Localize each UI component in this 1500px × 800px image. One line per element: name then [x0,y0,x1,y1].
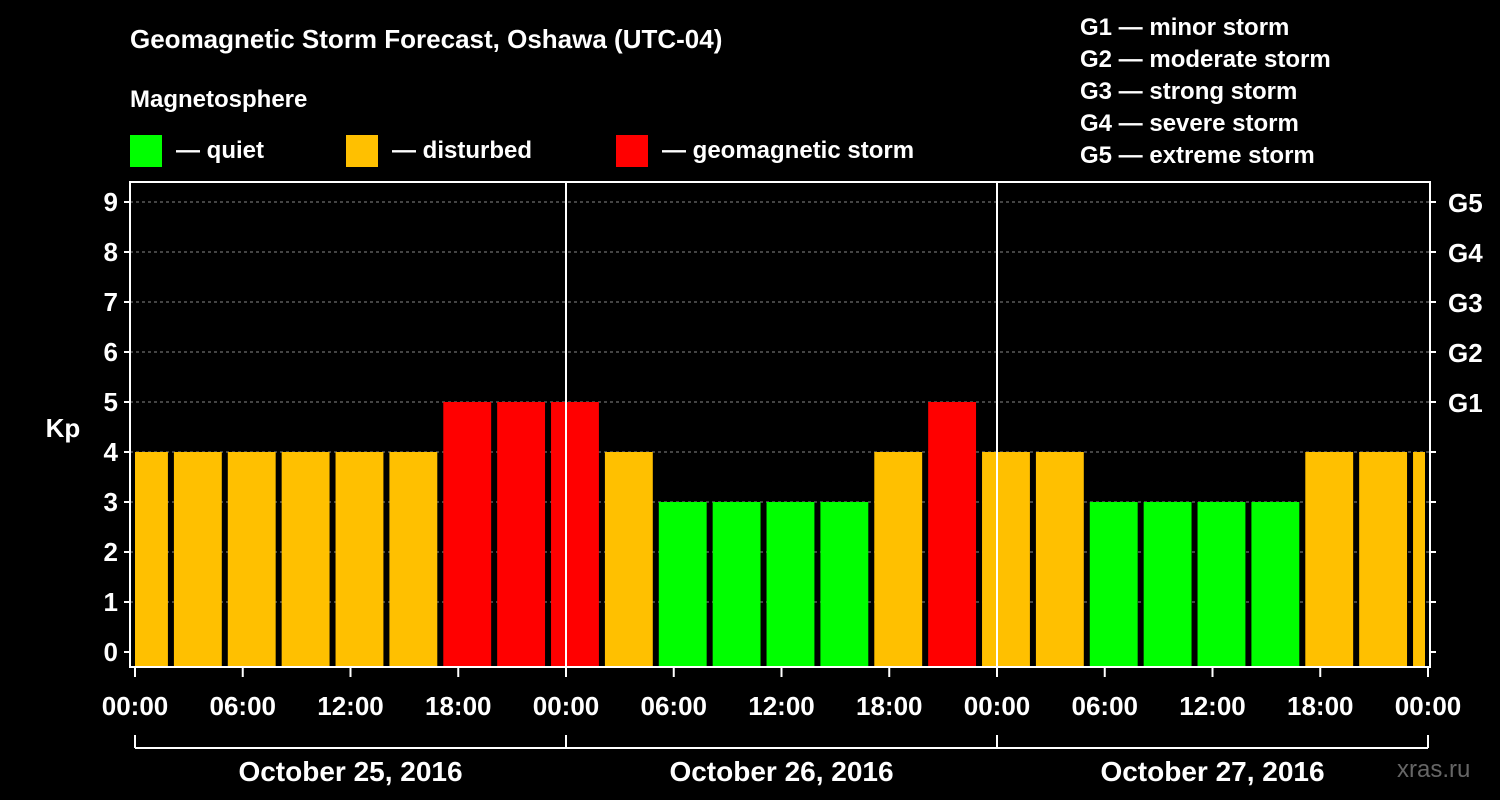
legend-item-storm: — geomagnetic storm [616,134,914,168]
y-tick-label: 8 [104,237,118,267]
kp-bar-3 [281,452,330,667]
kp-bar-1 [173,452,222,667]
x-tick-label: 00:00 [102,691,169,721]
x-tick-label: 00:00 [1395,691,1462,721]
x-tick-label: 12:00 [748,691,815,721]
kp-bar-17 [1035,452,1084,667]
kp-bar-7 [497,402,546,667]
legend-swatch-quiet [130,135,162,167]
y-tick-label: 1 [104,587,118,617]
kp-bar-11 [712,502,761,667]
y-tick-label: 7 [104,287,118,317]
kp-bar-19 [1143,502,1192,667]
y-axis-label: Kp [46,413,81,443]
y-tick-label: 5 [104,387,118,417]
kp-bar-21 [1251,502,1300,667]
storm-scale-legend: G1 — minor storm G2 — moderate storm G3 … [1080,12,1331,172]
y-tick-label: 4 [104,437,119,467]
legend-item-disturbed: — disturbed [346,134,532,168]
x-tick-label: 12:00 [317,691,384,721]
legend-subtitle: Magnetosphere [130,86,308,113]
x-tick-label: 00:00 [964,691,1031,721]
x-tick-label: 18:00 [425,691,492,721]
x-tick-label: 00:00 [533,691,600,721]
kp-bar-6 [443,402,492,667]
storm-scale-g4: G4 — severe storm [1080,110,1299,137]
day-label: October 26, 2016 [669,756,893,787]
legend-label-disturbed: — disturbed [392,137,533,164]
y-tick-label: 2 [104,537,118,567]
x-tick-label: 18:00 [1287,691,1354,721]
y-tick-label: 6 [104,337,118,367]
legend-item-quiet: — quiet [130,134,264,168]
y-tick-label: 9 [104,187,118,217]
watermark: xras.ru [1397,756,1471,783]
chart-title: Geomagnetic Storm Forecast, Oshawa (UTC-… [130,24,723,54]
kp-bar-4 [335,452,384,667]
x-tick-label: 06:00 [641,691,708,721]
legend-swatch-storm [616,135,648,167]
kp-bar-2 [227,452,276,667]
kp-bar-10 [658,502,707,667]
kp-bar-12 [766,502,815,667]
legend-swatch-disturbed [346,135,378,167]
g-scale-tick-label: G1 [1448,388,1483,418]
kp-bar-5 [389,452,438,667]
storm-scale-g3: G3 — strong storm [1080,78,1298,105]
x-tick-label: 12:00 [1179,691,1246,721]
g-scale-tick-label: G3 [1448,288,1483,318]
kp-bar-15 [928,402,977,667]
kp-bar-13 [820,502,869,667]
legend-label-storm: — geomagnetic storm [662,137,915,164]
kp-bar-23 [1359,452,1408,667]
legend-label-quiet: — quiet [176,137,264,164]
kp-bar-16 [982,452,1030,667]
y-tick-label: 0 [104,637,118,667]
plot-frame [129,181,1431,668]
kp-bar-22 [1305,452,1354,667]
g-scale-tick-label: G4 [1448,238,1483,268]
kp-bar-24 [1413,452,1425,667]
day-label: October 27, 2016 [1100,756,1324,787]
kp-bar-14 [874,452,923,667]
kp-bar-9 [604,452,653,667]
storm-scale-g1: G1 — minor storm [1080,14,1290,41]
y-tick-label: 3 [104,487,118,517]
kp-bar-0 [135,452,168,667]
storm-scale-g2: G2 — moderate storm [1080,46,1331,73]
day-label: October 25, 2016 [238,756,462,787]
x-tick-label: 18:00 [856,691,923,721]
kp-bar-8 [551,402,599,667]
x-tick-label: 06:00 [210,691,277,721]
g-scale-tick-label: G5 [1448,188,1483,218]
kp-bar-18 [1089,502,1138,667]
storm-scale-g5: G5 — extreme storm [1080,142,1315,169]
kp-bar-20 [1197,502,1246,667]
x-tick-label: 06:00 [1072,691,1139,721]
g-scale-tick-label: G2 [1448,338,1483,368]
